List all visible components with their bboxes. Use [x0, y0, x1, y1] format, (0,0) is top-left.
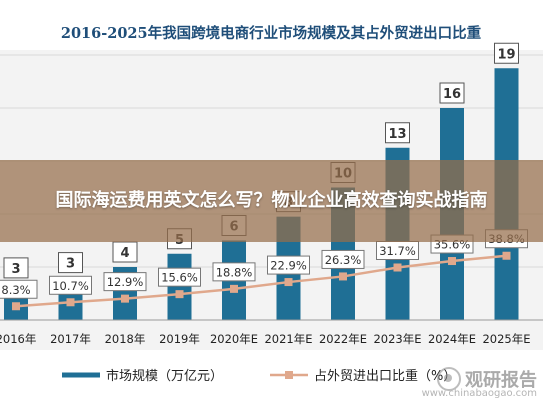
line-label-box: [0, 279, 38, 299]
line-marker: [12, 302, 20, 311]
bar-label: 3: [66, 257, 75, 272]
watermark-logo-icon: [437, 367, 461, 391]
bar-label-box: [439, 82, 465, 104]
bar-label: 16: [443, 87, 461, 102]
line-label: 22.9%: [270, 259, 307, 273]
bar-label-box: [58, 252, 83, 274]
line-marker: [502, 251, 511, 260]
bar-label: 4: [120, 246, 129, 261]
line-label-box: [212, 262, 256, 282]
line-marker: [448, 257, 456, 266]
line-marker: [230, 284, 238, 293]
legend-swatch-marker: [285, 371, 293, 379]
line-label: 31.7%: [379, 244, 416, 258]
line-marker: [339, 272, 347, 281]
x-tick-label: 2016年: [0, 332, 36, 346]
line-label: 18.8%: [216, 265, 253, 279]
x-tick-label: 2018年: [105, 332, 146, 346]
watermark-name: 观研报告: [465, 370, 537, 391]
legend-label: 市场规模（万亿元）: [106, 368, 223, 384]
bar: [167, 253, 192, 320]
x-tick-label: 2023年E: [373, 332, 421, 346]
legend: 市场规模（万亿元） 占外贸进出口比重（%）: [62, 368, 456, 384]
line-label: 15.6%: [161, 271, 198, 285]
bar-label-box: [385, 122, 410, 144]
headline-banner: 国际海运费用英文怎么写？物业企业高效查询实战指南: [0, 160, 543, 242]
line-marker: [284, 278, 293, 287]
x-tick-label: 2017年: [50, 332, 91, 346]
line-label-box: [103, 272, 147, 292]
x-tick-label: 2024年E: [428, 332, 476, 346]
bar-label: 13: [388, 127, 406, 142]
line-label-box: [158, 267, 201, 287]
line-label: 26.3%: [325, 253, 362, 267]
bar-label-box: [494, 42, 519, 64]
x-tick-label: 2025年E: [482, 332, 530, 346]
line-marker: [66, 298, 75, 307]
watermark: 观研报告 www.chinabaogao.com: [422, 366, 537, 399]
line-path: [15, 254, 507, 308]
bar-label-box: [3, 257, 29, 279]
watermark-url: www.chinabaogao.com: [421, 388, 537, 399]
headline-text: 国际海运费用英文怎么写？物业企业高效查询实战指南: [55, 190, 488, 211]
legend-label: 占外贸进出口比重（%）: [314, 368, 456, 384]
bar-label-box: [112, 241, 138, 263]
bar-label: 3: [11, 262, 20, 277]
line-label: 12.9%: [107, 275, 144, 289]
line-label-box: [267, 255, 310, 275]
line-label-box: [321, 249, 365, 269]
x-tick-label: 2019年: [159, 332, 200, 346]
line-label-box: [49, 275, 92, 295]
line-label: 10.7%: [52, 279, 89, 293]
line-marker: [121, 294, 129, 303]
line-marker: [393, 263, 402, 272]
chart-title: 2016-2025年我国跨境电商行业市场规模及其占外贸进出口比重: [61, 24, 482, 42]
x-tick-label: 2020年E: [210, 332, 258, 346]
line-series: [12, 251, 511, 311]
x-tick-label: 2021年E: [264, 332, 312, 346]
line-marker: [175, 290, 184, 299]
line-label: 8.3%: [1, 283, 30, 297]
x-tick-label: 2022年E: [319, 332, 367, 346]
x-axis: 2016年 2017年 2018年 2019年 2020年E 2021年E 2022年E 20…: [0, 319, 543, 346]
bar-label: 19: [497, 47, 515, 62]
